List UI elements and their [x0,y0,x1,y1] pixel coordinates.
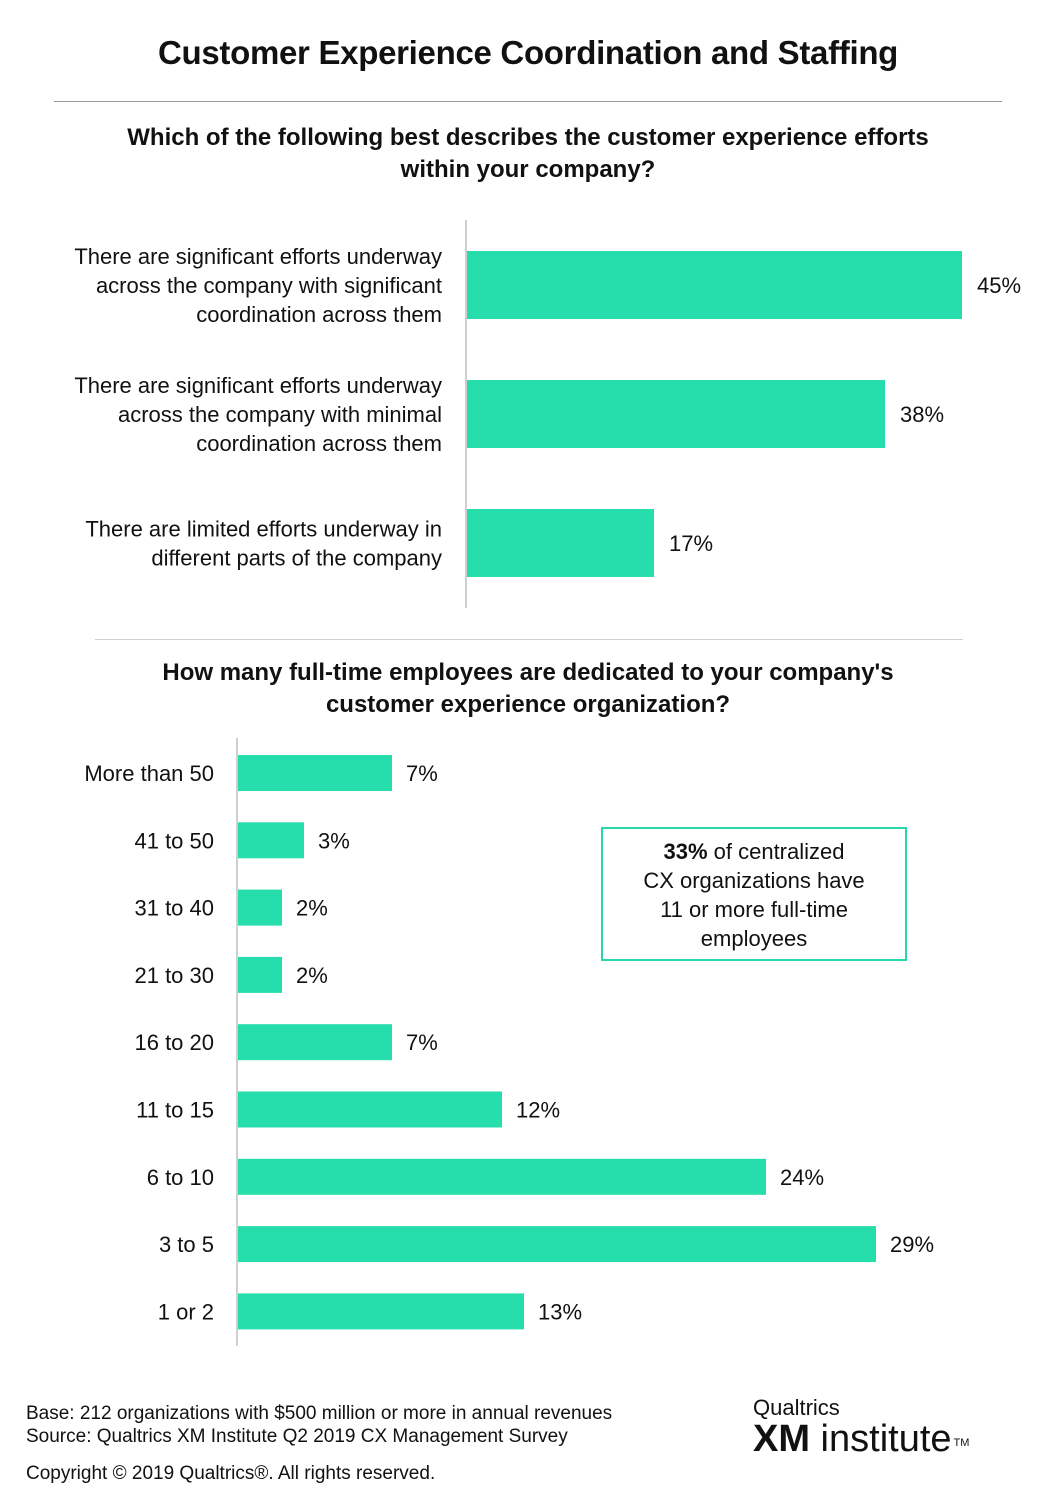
callout-line1: 33% of centralized [603,837,905,866]
xm-institute-logo: Qualtrics XM institute TM [753,1395,1033,1459]
staffing-bar-chart: 7% More than 50 3% 41 to 50 2% 31 to 40 2% 21 t… [84,738,934,1346]
bar [238,1024,392,1061]
logo-qualtrics-text: Qualtrics [753,1395,840,1420]
logo-institute: institute [810,1418,952,1460]
bar [238,822,304,859]
value-label: 2% [296,896,328,921]
logo-xm: XM [753,1418,810,1460]
value-label: 38% [900,402,944,427]
category-label: different parts of the company [151,546,442,571]
bar [238,889,282,926]
category-label: 11 to 15 [136,1098,214,1123]
value-label: 3% [318,828,350,853]
category-label: across the company with significant [96,273,442,298]
chart1-question: Which of the following best describes th… [0,122,1056,186]
category-label: coordination across them [196,431,442,456]
chart2-question-line1: How many full-time employees are dedicat… [162,659,894,686]
callout-line1-text: of centralized [707,839,845,864]
category-label: There are limited efforts underway in [85,517,442,542]
bar [238,1226,876,1263]
bar [238,1158,766,1195]
bar [238,1293,524,1330]
bar [238,1091,502,1128]
page-title: Customer Experience Coordination and Sta… [157,34,899,71]
value-label: 29% [890,1232,934,1257]
callout-box: 33% of centralized CX organizations have… [601,827,907,961]
coordination-bar-chart: 45% There are significant efforts underwa… [74,220,1021,608]
bar [467,380,885,448]
section-divider [95,639,963,640]
callout-highlight: 33% [663,839,708,864]
chart2-question-line2: customer experience organization? [325,691,731,718]
value-label: 2% [296,963,328,988]
title-divider [54,101,1002,102]
category-label: across the company with minimal [118,402,442,427]
chart1-question-line1: Which of the following best describes th… [127,124,929,151]
category-label: There are significant efforts underway [74,244,442,269]
category-label: coordination across them [196,302,442,327]
value-label: 7% [406,761,438,786]
chart2-question: How many full-time employees are dedicat… [0,657,1056,721]
callout-line4: employees [700,926,808,951]
callout-line2: CX organizations have [643,868,865,893]
category-label: 3 to 5 [159,1232,214,1257]
bar [467,509,654,577]
category-label: 1 or 2 [158,1299,214,1324]
category-label: 6 to 10 [147,1165,214,1190]
value-label: 17% [669,531,713,556]
bar [238,755,392,791]
footer-notes: Base: 212 organizations with $500 millio… [26,1402,612,1448]
chart1-question-line2: within your company? [400,156,656,183]
category-label: 21 to 30 [134,963,214,988]
value-label: 7% [406,1030,438,1055]
category-label: More than 50 [84,761,214,786]
value-label: 45% [977,273,1021,298]
bar [467,251,962,319]
category-label: 41 to 50 [134,828,214,853]
footer-source: Source: Qualtrics XM Institute Q2 2019 C… [26,1426,568,1447]
callout-line3: 11 or more full-time [660,897,848,922]
bar [238,956,282,993]
value-label: 24% [780,1165,824,1190]
logo-tm: TM [953,1437,970,1449]
footer-copyright: Copyright © 2019 Qualtrics®. All rights … [26,1463,436,1484]
value-label: 13% [538,1299,582,1324]
category-label: There are significant efforts underway [74,373,442,398]
category-label: 31 to 40 [134,896,214,921]
value-label: 12% [516,1098,560,1123]
logo-wordmark: XM institute TM [753,1419,1033,1459]
footer-base: Base: 212 organizations with $500 millio… [26,1403,613,1424]
category-label: 16 to 20 [134,1030,214,1055]
